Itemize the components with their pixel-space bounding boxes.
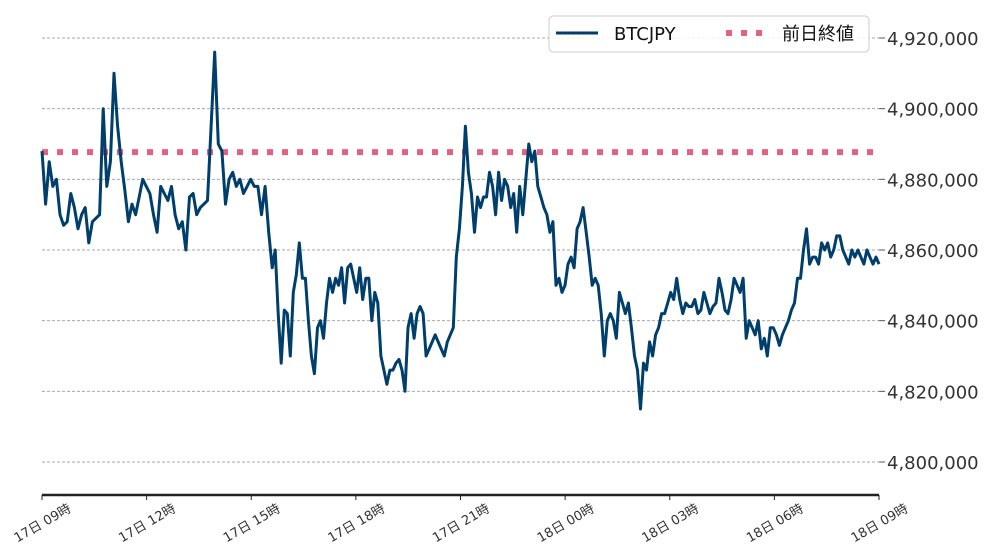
x-tick-label: 17日 15時 [221,501,283,546]
btcjpy-line [40,50,881,411]
legend: BTCJPY 前日終値 [548,15,870,53]
x-tick-label: 18日 03時 [640,501,702,546]
y-tick-label: 4,840,000 [887,312,979,333]
x-tick-label: 17日 18時 [326,501,388,546]
x-tick-label: 17日 09時 [12,501,74,546]
y-tick-label: 4,920,000 [887,29,979,50]
legend-label-btcjpy: BTCJPY [614,24,677,45]
legend-label-previous-close: 前日終値 [782,24,854,45]
y-tick-label: 4,900,000 [887,100,979,121]
y-tick-label: 4,860,000 [887,241,979,262]
x-tick-label: 17日 12時 [116,501,178,546]
x-tick-label: 18日 06時 [744,501,806,546]
grid-lines [42,37,879,463]
x-tick-label: 17日 21時 [430,501,492,546]
y-tick-label: 4,820,000 [887,382,979,403]
x-tick-label: 18日 09時 [849,501,911,546]
y-axis: 4,800,000 4,820,000 4,840,000 4,860,000 4,88… [879,29,979,474]
y-tick-label: 4,800,000 [887,453,979,474]
x-tick-label: 18日 00時 [535,501,597,546]
series-layer [40,50,881,411]
legend-box [548,15,870,53]
x-axis: 17日 09時 17日 12時 17日 15時 17日 18時 17日 21時 18日 0… [12,493,911,546]
y-tick-label: 4,880,000 [887,170,979,191]
